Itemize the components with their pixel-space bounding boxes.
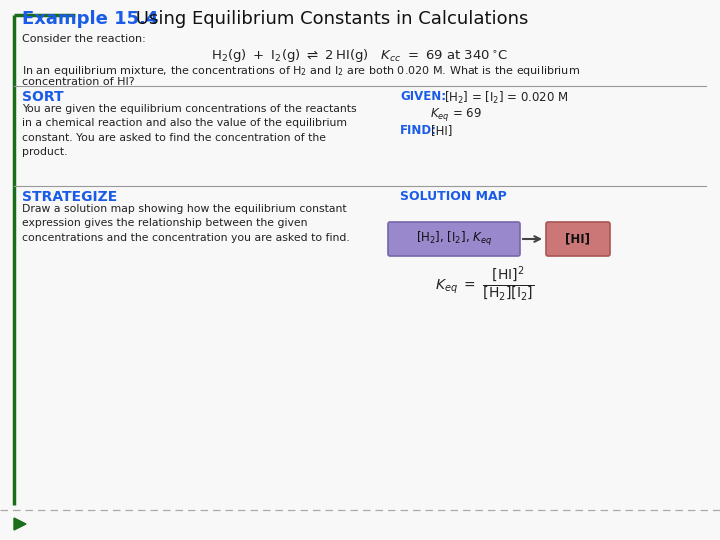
Text: Example 15.4: Example 15.4	[22, 10, 158, 28]
Text: GIVEN:: GIVEN:	[400, 90, 446, 103]
Text: [H$_2$] = [I$_2$] = 0.020 M: [H$_2$] = [I$_2$] = 0.020 M	[444, 90, 569, 106]
Text: $\mathit{K}_{eq}\ =\ \dfrac{[\mathrm{HI}]^2}{[\mathrm{H_2}][\mathrm{I_2}]}$: $\mathit{K}_{eq}\ =\ \dfrac{[\mathrm{HI}…	[435, 264, 534, 303]
Text: Draw a solution map showing how the equilibrium constant
expression gives the re: Draw a solution map showing how the equi…	[22, 204, 350, 243]
Text: Using Equilibrium Constants in Calculations: Using Equilibrium Constants in Calculati…	[130, 10, 528, 28]
Polygon shape	[14, 518, 26, 530]
Text: $\mathrm{H_2(g)\ +\ I_2(g)\ \rightleftharpoons\ 2\,HI(g)}$$\quad\mathit{K}_{cc}\: $\mathrm{H_2(g)\ +\ I_2(g)\ \rightleftha…	[212, 47, 508, 64]
Text: [H$_2$], [I$_2$], $\mathit{K}_{eq}$: [H$_2$], [I$_2$], $\mathit{K}_{eq}$	[416, 230, 492, 248]
Text: FIND:: FIND:	[400, 124, 437, 137]
FancyBboxPatch shape	[546, 222, 610, 256]
FancyBboxPatch shape	[388, 222, 520, 256]
Text: concentration of HI?: concentration of HI?	[22, 77, 135, 87]
Text: Consider the reaction:: Consider the reaction:	[22, 34, 145, 44]
Text: SORT: SORT	[22, 90, 63, 104]
Text: STRATEGIZE: STRATEGIZE	[22, 190, 117, 204]
Text: [HI]: [HI]	[565, 233, 590, 246]
Text: SOLUTION MAP: SOLUTION MAP	[400, 190, 507, 203]
Text: You are given the equilibrium concentrations of the reactants
in a chemical reac: You are given the equilibrium concentrat…	[22, 104, 356, 157]
Text: In an equilibrium mixture, the concentrations of H$_2$ and I$_2$ are both 0.020 : In an equilibrium mixture, the concentra…	[22, 64, 580, 78]
Text: [HI]: [HI]	[431, 124, 452, 137]
Text: $\mathit{K}_{eq}$ = 69: $\mathit{K}_{eq}$ = 69	[430, 106, 482, 123]
